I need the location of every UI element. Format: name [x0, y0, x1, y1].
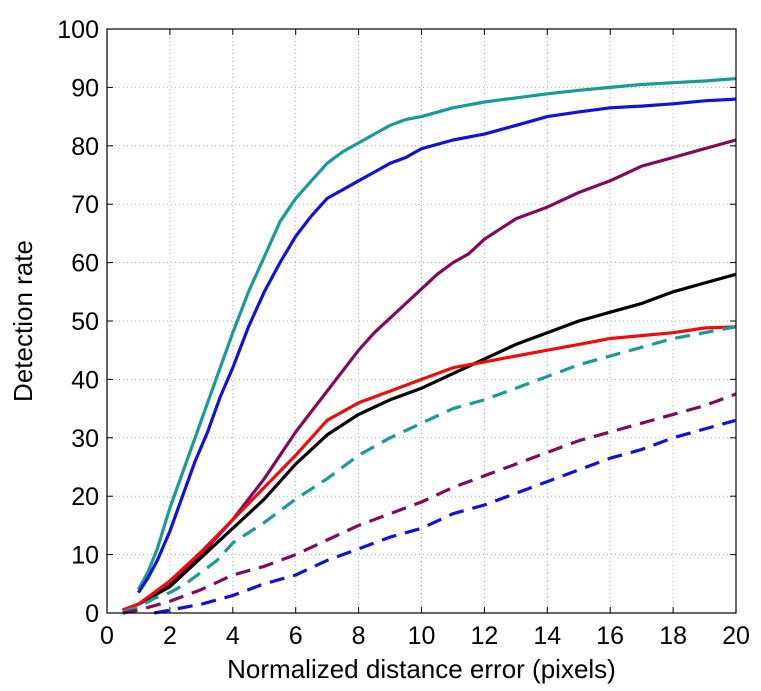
- x-tick-label: 20: [722, 622, 750, 650]
- series-lines: [122, 77, 737, 615]
- y-tick-label: 90: [71, 74, 99, 102]
- y-tick-label: 50: [71, 308, 99, 336]
- y-tick-label: 60: [71, 250, 99, 278]
- x-tick-label: 8: [352, 622, 366, 650]
- x-tick-label: 6: [289, 622, 303, 650]
- y-tick-label: 0: [85, 600, 99, 628]
- x-tick-label: 10: [408, 622, 436, 650]
- x-tick-label: 12: [470, 622, 498, 650]
- y-tick-label: 20: [71, 483, 99, 511]
- x-tick-label: 14: [533, 622, 561, 650]
- series-line-teal-solid: [136, 77, 737, 591]
- x-tick-label: 2: [163, 622, 177, 650]
- x-tick-label: 0: [100, 622, 114, 650]
- y-tick-label: 10: [71, 542, 99, 570]
- tick-labels: 0 2 4 6 8 10 12 14 16 18 20 0 10 20 30 40 50 60 70 80 90 100: [57, 16, 750, 650]
- series-line-blue-solid: [137, 97, 737, 594]
- series-line-red-solid: [122, 325, 737, 612]
- series-line-purple-dashed: [122, 392, 737, 615]
- axis-ticks: [106, 28, 737, 614]
- y-tick-label: 30: [71, 425, 99, 453]
- x-tick-label: 18: [659, 622, 687, 650]
- x-tick-label: 4: [226, 622, 240, 650]
- y-tick-label: 100: [57, 16, 99, 44]
- series-line-teal-dashed: [122, 325, 737, 614]
- x-tick-label: 16: [596, 622, 624, 650]
- series-line-blue-dashed: [153, 418, 737, 615]
- y-axis-label: Detection rate: [8, 240, 38, 402]
- series-line-black-solid: [122, 272, 737, 612]
- x-axis-label: Normalized distance error (pixels): [227, 654, 616, 684]
- y-tick-label: 70: [71, 191, 99, 219]
- grid-lines: [107, 29, 736, 613]
- y-tick-label: 80: [71, 133, 99, 161]
- y-tick-label: 40: [71, 366, 99, 394]
